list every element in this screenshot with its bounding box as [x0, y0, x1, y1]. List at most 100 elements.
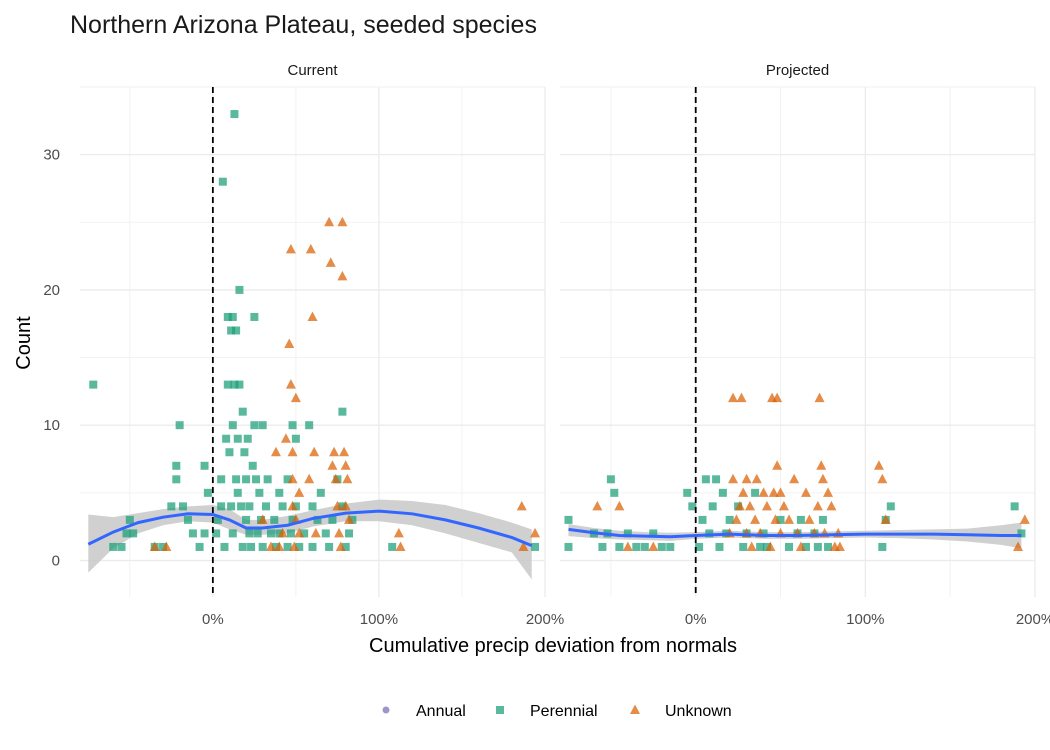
- unknown-point: [741, 473, 752, 484]
- unknown-point: [290, 392, 301, 403]
- perennial-point: [666, 542, 675, 551]
- perennial-point: [217, 502, 226, 511]
- perennial-point: [348, 515, 357, 524]
- x-tick-label: 200%: [526, 611, 564, 628]
- perennial-point: [225, 448, 234, 457]
- perennial-point: [288, 515, 297, 524]
- unknown-point: [768, 487, 779, 497]
- perennial-point: [305, 421, 314, 430]
- perennial-point: [683, 488, 692, 497]
- unknown-point: [736, 392, 747, 403]
- perennial-point: [756, 542, 765, 551]
- x-tick-label: 100%: [360, 611, 398, 628]
- perennial-point: [688, 502, 697, 511]
- perennial-point: [295, 542, 304, 551]
- perennial-point: [129, 529, 138, 538]
- y-tick-label: 10: [43, 417, 60, 434]
- unknown-point: [307, 311, 318, 321]
- legend-label: Unknown: [665, 703, 732, 720]
- unknown-point: [826, 500, 837, 511]
- perennial-point: [232, 326, 241, 335]
- unknown-point: [817, 473, 828, 484]
- perennial-point: [222, 434, 231, 443]
- unknown-point: [823, 487, 834, 497]
- perennial-point: [122, 529, 131, 538]
- perennial-point: [230, 380, 239, 389]
- x-tick-label: 200%: [1016, 611, 1050, 628]
- perennial-point: [172, 461, 181, 470]
- perennial-point: [262, 502, 270, 511]
- perennial-point: [250, 312, 259, 321]
- unknown-point: [265, 541, 276, 551]
- perennial-point: [878, 542, 887, 551]
- unknown-point: [340, 460, 351, 470]
- perennial-point: [178, 502, 187, 511]
- unknown-point: [761, 500, 772, 511]
- unknown-point: [335, 541, 346, 551]
- unknown-point: [804, 514, 815, 524]
- unknown-point: [795, 541, 806, 551]
- perennial-point: [708, 502, 717, 511]
- y-axis-title: Count: [13, 316, 35, 370]
- perennial-point: [232, 475, 241, 484]
- perennial-point: [338, 407, 347, 416]
- smooth-trend-line: [87, 509, 533, 547]
- unknown-point: [1019, 514, 1030, 524]
- perennial-point: [250, 421, 259, 430]
- perennial-point: [564, 542, 573, 551]
- unknown-point: [395, 541, 406, 551]
- legend-key-circle: [382, 706, 390, 714]
- unknown-point: [330, 473, 341, 484]
- perennial-point: [657, 542, 666, 551]
- smooth-trend-line: [568, 527, 1022, 539]
- legend-label: Perennial: [530, 703, 598, 720]
- y-tick-label: 0: [52, 552, 60, 569]
- perennial-point: [785, 542, 794, 551]
- perennial-point: [223, 380, 232, 389]
- unknown-point: [287, 473, 298, 484]
- unknown-point: [751, 473, 762, 484]
- perennial-point: [300, 529, 309, 538]
- perennial-point: [183, 515, 192, 524]
- perennial-point: [610, 488, 619, 497]
- perennial-point: [325, 542, 334, 551]
- perennial-point: [238, 542, 247, 551]
- perennial-point: [796, 515, 805, 524]
- perennial-point: [227, 326, 236, 335]
- perennial-point: [242, 515, 251, 524]
- unknown-point: [294, 527, 305, 538]
- perennial-point: [109, 542, 118, 551]
- perennial-point: [286, 529, 295, 538]
- unknown-point: [789, 473, 800, 484]
- perennial-point: [175, 421, 184, 430]
- perennial-point: [1010, 502, 1019, 511]
- perennial-point: [1017, 529, 1026, 538]
- unknown-point: [1013, 541, 1024, 551]
- perennial-point: [213, 515, 222, 524]
- unknown-point: [734, 500, 745, 511]
- perennial-point: [649, 529, 658, 538]
- perennial-point: [345, 529, 354, 538]
- perennial-point: [328, 515, 337, 524]
- unknown-point: [758, 487, 769, 497]
- confidence-band: [88, 499, 532, 580]
- perennial-point: [258, 542, 267, 551]
- perennial-point: [172, 475, 181, 484]
- unknown-point: [280, 433, 291, 443]
- perennial-point: [623, 529, 632, 538]
- perennial-point: [253, 529, 262, 538]
- perennial-point: [200, 461, 209, 470]
- unknown-point: [746, 541, 757, 551]
- perennial-point: [240, 448, 249, 457]
- unknown-point: [289, 541, 300, 551]
- unknown-point: [750, 514, 761, 524]
- unknown-point: [728, 473, 739, 484]
- perennial-point: [759, 529, 768, 538]
- x-tick-label: 0%: [685, 611, 707, 628]
- perennial-point: [316, 488, 325, 497]
- perennial-point: [718, 488, 727, 497]
- facet-strip-label: Projected: [766, 62, 829, 79]
- perennial-point: [640, 542, 649, 551]
- perennial-point: [275, 529, 284, 538]
- unknown-point: [257, 514, 268, 524]
